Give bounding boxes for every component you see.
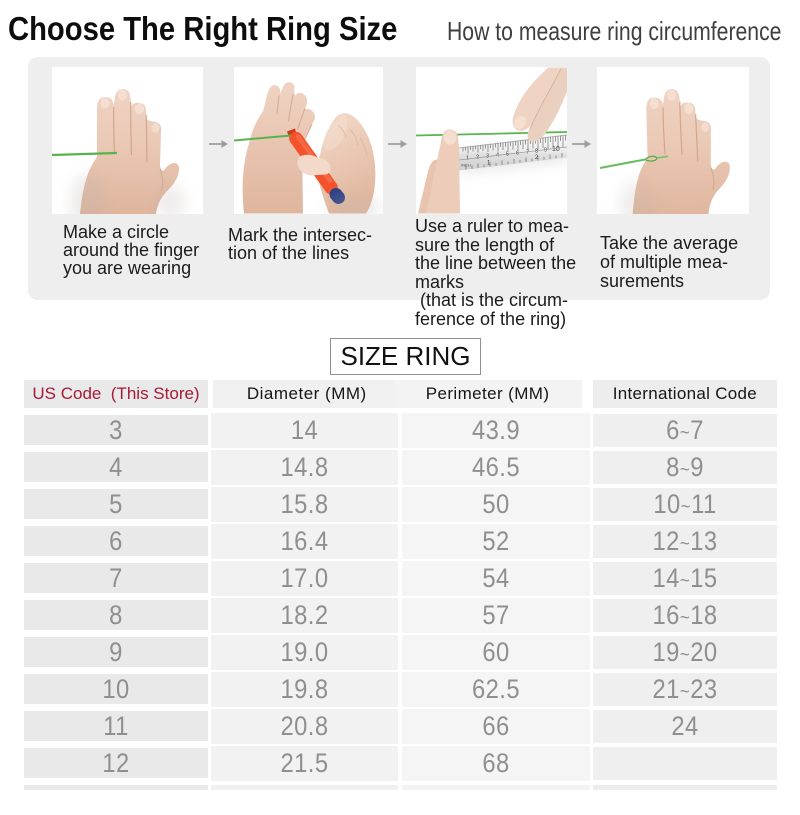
svg-text:1: 1 (487, 161, 491, 167)
svg-text:2: 2 (535, 155, 539, 161)
svg-text:1: 1 (466, 156, 469, 162)
svg-text:10: 10 (552, 146, 560, 153)
svg-text:INCH: INCH (461, 163, 471, 168)
svg-text:6: 6 (516, 151, 519, 157)
svg-text:7: 7 (526, 150, 529, 156)
svg-text:8: 8 (535, 149, 538, 155)
svg-text:9: 9 (544, 148, 547, 154)
